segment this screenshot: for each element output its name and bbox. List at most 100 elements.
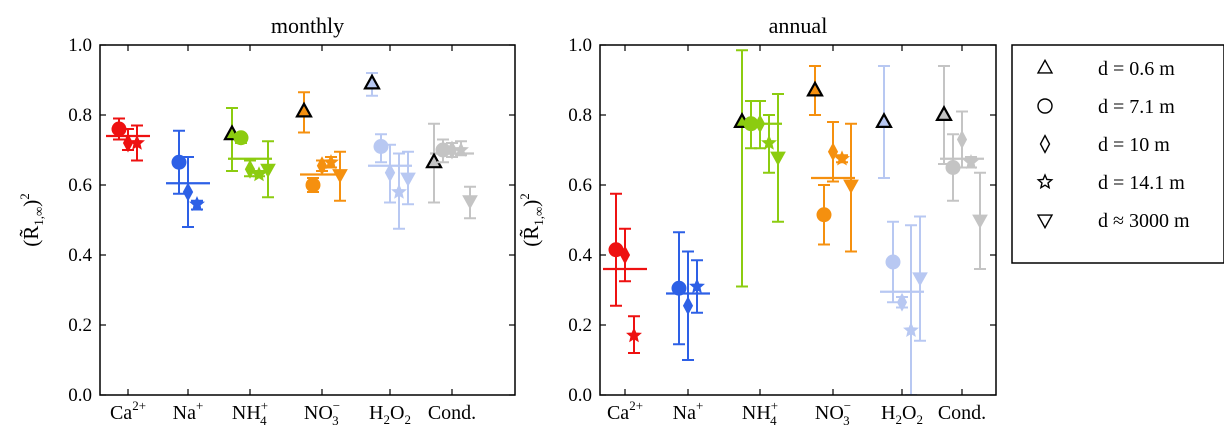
category-base: Cond. (938, 402, 986, 424)
marker-star (189, 196, 205, 211)
marker-circle (305, 177, 321, 193)
marker-triangle-down (260, 163, 276, 178)
y-tick-label: 0.4 (568, 245, 592, 266)
marker-diamond (896, 292, 908, 312)
marker-star (626, 327, 642, 343)
marker-diamond (827, 142, 839, 162)
x-category-label-na: Na+ (173, 398, 204, 424)
category-base: Ca (607, 402, 629, 424)
x-category-label-h2o2: H2O2 (881, 402, 923, 427)
ylabel-close: ) (19, 200, 43, 207)
category-tail: O (390, 402, 404, 424)
legend-label: d = 0.6 m (1098, 58, 1175, 80)
ylabel-sup: 2 (17, 193, 32, 200)
marker-diamond (446, 140, 458, 160)
marker-circle (816, 207, 832, 223)
category-sup: − (333, 398, 340, 413)
category-sub: 2 (384, 412, 391, 427)
marker-diamond (956, 130, 968, 149)
ylabel-open: (R̃ (19, 226, 43, 247)
x-category-label-no3: NO− 3 (815, 398, 851, 428)
group-cond (935, 65, 988, 270)
legend-marker-circle (1037, 98, 1053, 114)
marker-triangle-up (875, 112, 893, 129)
marker-triangle-down (400, 172, 416, 187)
ylabel-sub: 1,∞ (531, 207, 546, 226)
group-h2o2 (363, 72, 416, 230)
category-base: Cond. (428, 402, 476, 424)
marker-triangle-down (332, 169, 348, 184)
marker-star (903, 322, 919, 337)
marker-diamond (244, 159, 256, 179)
y-tick-label: 1.0 (568, 35, 592, 56)
y-tick-label: 0.0 (68, 385, 92, 406)
chart-title: annual (769, 13, 828, 38)
group-na (166, 129, 210, 228)
category-sub: 2 (896, 412, 903, 427)
marker-star (129, 134, 145, 150)
category-sub2: 2 (916, 412, 923, 427)
marker-triangle-up (425, 152, 443, 169)
marker-circle (373, 139, 389, 154)
group-na (666, 231, 710, 361)
category-base: Na (173, 402, 196, 424)
legend-marker-triangle-up (1036, 58, 1054, 74)
marker-triangle-down (972, 214, 988, 229)
group-ca (106, 117, 150, 162)
legend-label: d = 10 m (1098, 134, 1170, 156)
x-category-label-ca: Ca2+ (110, 398, 146, 424)
marker-star (323, 154, 339, 169)
category-sup: + (696, 398, 703, 413)
marker-triangle-up (806, 80, 824, 97)
category-sup: + (196, 398, 203, 413)
group-cond (425, 122, 478, 220)
marker-star (963, 154, 979, 169)
x-category-label-nh4: NH+ 4 (742, 398, 778, 428)
group-ca (603, 192, 647, 354)
y-tick-label: 0.8 (68, 105, 92, 126)
group-nh4 (733, 49, 786, 288)
x-category-label-h2o2: H2O2 (369, 402, 411, 427)
category-base: Na (673, 402, 696, 424)
x-category-label-cond: Cond. (428, 402, 476, 424)
category-base: H (881, 402, 895, 424)
x-category-label-nh4: NH+ 4 (232, 398, 268, 428)
x-category-label-no3: NO− 3 (304, 398, 340, 428)
ylabel-sup: 2 (517, 193, 532, 200)
category-sup: + (771, 398, 778, 413)
category-base: NH (742, 402, 771, 424)
marker-triangle-down (770, 151, 786, 166)
category-sup: 2+ (132, 398, 146, 413)
category-sub2: 2 (404, 412, 411, 427)
marker-diamond (754, 114, 766, 134)
legend-marker-star (1036, 173, 1054, 190)
marker-triangle-up (295, 101, 313, 118)
marker-triangle-down (912, 272, 928, 287)
category-base: Ca (110, 402, 132, 424)
group-no3 (295, 91, 348, 202)
category-sup: 2+ (629, 398, 643, 413)
y-axis-label: (R̃1,∞)2 (517, 193, 546, 247)
marker-star (453, 141, 469, 157)
marker-star (834, 150, 850, 166)
y-tick-label: 0.6 (568, 175, 592, 196)
marker-triangle-down (843, 179, 859, 194)
marker-diamond (682, 296, 694, 316)
marker-star (761, 134, 777, 150)
y-tick-label: 0.4 (68, 245, 92, 266)
plot-area (603, 49, 988, 395)
category-base: NO (815, 402, 844, 424)
y-tick-label: 0.2 (68, 315, 92, 336)
marker-diamond (122, 133, 134, 153)
y-axis-label: (R̃1,∞)2 (17, 193, 46, 247)
marker-triangle-down (462, 195, 478, 210)
marker-star (689, 278, 705, 294)
ylabel-close: ) (519, 200, 543, 207)
y-tick-label: 0.2 (568, 315, 592, 336)
y-tick-label: 0.6 (68, 175, 92, 196)
plot-area (106, 72, 478, 230)
category-sub: 3 (843, 413, 850, 428)
legend-box (1011, 44, 1224, 264)
